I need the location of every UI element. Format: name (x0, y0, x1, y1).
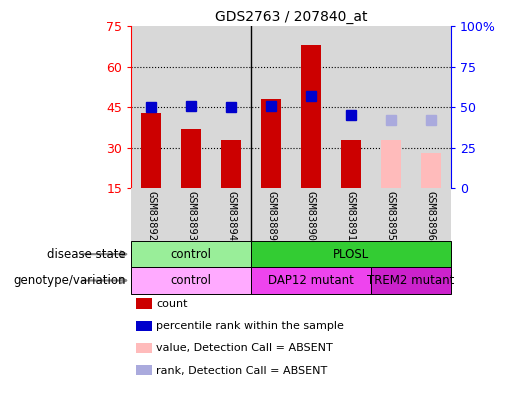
Bar (251, 267, 371, 294)
Bar (291, 188, 331, 241)
Text: GSM83893: GSM83893 (186, 191, 196, 241)
Bar (371, 188, 411, 241)
Bar (331, 26, 371, 188)
Text: GSM83890: GSM83890 (306, 191, 316, 241)
Bar (141, 113, 161, 188)
Text: genotype/variation: genotype/variation (14, 274, 126, 287)
Bar (301, 45, 321, 188)
Text: GSM83891: GSM83891 (346, 191, 356, 241)
Bar (251, 241, 451, 267)
Text: rank, Detection Call = ABSENT: rank, Detection Call = ABSENT (156, 366, 328, 375)
Title: GDS2763 / 207840_at: GDS2763 / 207840_at (215, 10, 367, 24)
Bar (171, 26, 211, 188)
Text: DAP12 mutant: DAP12 mutant (268, 274, 354, 287)
Bar (410, 26, 451, 188)
Text: control: control (170, 247, 212, 261)
Text: GSM83895: GSM83895 (386, 191, 396, 241)
Bar (341, 140, 361, 188)
Bar (131, 241, 251, 267)
Text: count: count (156, 299, 187, 309)
Bar (251, 26, 291, 188)
Text: GSM83896: GSM83896 (426, 191, 436, 241)
Bar (421, 153, 441, 188)
Bar (411, 188, 451, 241)
Bar (211, 188, 251, 241)
Text: GSM83892: GSM83892 (146, 191, 156, 241)
Text: PLOSL: PLOSL (333, 247, 369, 261)
Text: GSM83894: GSM83894 (226, 191, 236, 241)
Bar (181, 129, 201, 188)
Bar (331, 188, 371, 241)
Bar (131, 267, 251, 294)
Text: percentile rank within the sample: percentile rank within the sample (156, 321, 344, 331)
Bar (381, 140, 401, 188)
Bar (371, 267, 451, 294)
Bar (131, 26, 171, 188)
Bar (171, 188, 211, 241)
Text: GSM83889: GSM83889 (266, 191, 276, 241)
Text: value, Detection Call = ABSENT: value, Detection Call = ABSENT (156, 343, 333, 353)
Text: TREM2 mutant: TREM2 mutant (367, 274, 454, 287)
Text: disease state: disease state (47, 247, 126, 261)
Bar (371, 26, 411, 188)
Bar (221, 140, 241, 188)
Bar (251, 188, 291, 241)
Bar (211, 26, 251, 188)
Text: control: control (170, 274, 212, 287)
Bar (291, 26, 331, 188)
Bar (261, 99, 281, 188)
Bar (131, 188, 171, 241)
